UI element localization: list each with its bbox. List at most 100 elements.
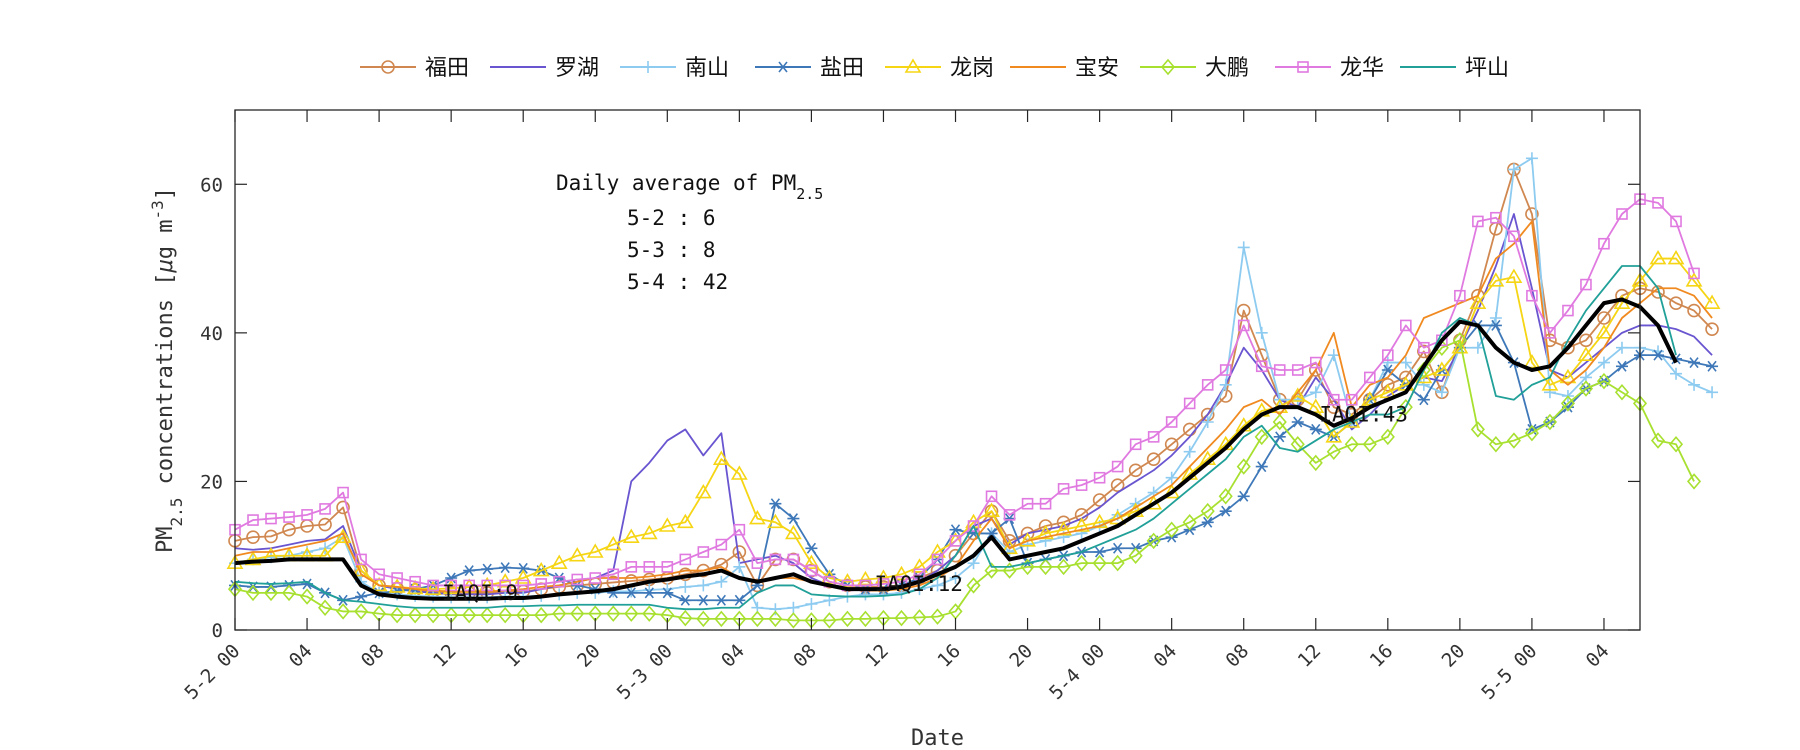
data-point-6-30 — [768, 610, 783, 628]
data-point-0-79 — [1651, 285, 1665, 299]
data-point-6-43 — [1002, 562, 1017, 579]
legend-label-宝安: 宝安 — [1075, 56, 1119, 81]
data-point-6-46 — [1056, 558, 1071, 576]
data-point-4-49 — [1109, 509, 1127, 525]
data-point-3-81 — [1688, 357, 1701, 369]
data-point-6-75 — [1578, 380, 1594, 397]
data-point-2-69 — [1471, 341, 1484, 354]
data-point-3-22 — [625, 587, 638, 599]
daily-average-5-3: 5-3 : 8 — [627, 238, 716, 262]
data-point-7-59 — [1291, 364, 1304, 376]
data-point-6-57 — [1254, 428, 1269, 446]
data-point-6-80 — [1668, 436, 1684, 453]
data-point-7-42 — [985, 490, 998, 503]
data-point-3-27 — [715, 594, 728, 606]
data-point-6-51 — [1146, 532, 1161, 550]
data-point-4-24 — [658, 517, 676, 532]
data-point-0-32 — [804, 563, 819, 578]
data-point-4-70 — [1487, 272, 1505, 287]
series-line-大鹏 — [234, 339, 1695, 622]
data-point-6-65 — [1398, 398, 1413, 416]
legend-item-龙华: 龙华 — [1275, 56, 1384, 81]
data-point-7-60 — [1309, 356, 1322, 369]
x-tick-label-20: 20 — [573, 640, 605, 672]
legend-marker-龙岗 — [904, 58, 922, 73]
data-point-7-75 — [1580, 278, 1592, 291]
data-point-0-52 — [1164, 437, 1179, 452]
data-point-3-16 — [517, 562, 530, 574]
data-point-7-16 — [517, 579, 530, 592]
data-point-4-82 — [1703, 294, 1721, 309]
legend-label-龙岗: 龙岗 — [950, 56, 994, 81]
data-point-7-80 — [1670, 215, 1682, 228]
daily-average-5-2: 5-2 : 6 — [627, 206, 716, 230]
data-point-4-75 — [1577, 346, 1595, 361]
data-point-2-76 — [1597, 356, 1610, 369]
data-point-6-45 — [1038, 558, 1053, 576]
data-point-7-43 — [1003, 509, 1016, 521]
data-point-7-68 — [1454, 289, 1466, 302]
data-point-3-31 — [787, 513, 800, 525]
data-point-7-25 — [679, 553, 692, 566]
data-point-2-66 — [1417, 378, 1430, 391]
data-point-7-77 — [1616, 208, 1628, 220]
data-point-7-18 — [553, 575, 566, 588]
data-point-2-64 — [1381, 356, 1394, 369]
x-tick-label-68: 20 — [1438, 640, 1470, 672]
data-point-6-29 — [750, 610, 765, 628]
data-point-2-27 — [715, 575, 728, 588]
legend-label-盐田: 盐田 — [820, 56, 864, 81]
data-point-7-40 — [949, 535, 962, 547]
x-tick-label-24: 5-3 00 — [613, 640, 677, 704]
data-point-7-66 — [1418, 341, 1430, 354]
data-point-7-74 — [1562, 304, 1574, 317]
data-point-4-67 — [1433, 361, 1451, 376]
data-point-7-51 — [1147, 431, 1160, 443]
data-point-4-12 — [442, 579, 460, 595]
y-tick-label-20: 20 — [200, 471, 223, 493]
data-point-6-23 — [642, 605, 657, 622]
x-tick-label-4: 04 — [285, 640, 317, 672]
legend-label-罗湖: 罗湖 — [555, 56, 599, 81]
data-point-4-37 — [893, 565, 910, 581]
data-point-6-35 — [858, 610, 873, 628]
legend-label-龙华: 龙华 — [1340, 56, 1384, 81]
data-point-4-45 — [1037, 524, 1054, 540]
data-point-6-15 — [498, 606, 513, 624]
data-point-6-18 — [552, 605, 567, 622]
daily-average-title: Daily average of PM2.5 — [556, 171, 823, 203]
x-tick-label-16: 16 — [501, 640, 533, 672]
legend-item-龙岗: 龙岗 — [885, 56, 994, 81]
iaqi-label-5-3: IAQI:12 — [874, 572, 963, 596]
data-point-6-69 — [1470, 421, 1485, 438]
data-point-0-64 — [1381, 378, 1395, 392]
data-point-6-2 — [263, 584, 279, 602]
x-tick-label-76: 04 — [1582, 640, 1614, 672]
data-point-4-35 — [857, 570, 874, 586]
data-point-2-54 — [1201, 416, 1214, 428]
data-point-2-32 — [805, 598, 818, 610]
daily-average-title-sub: 2.5 — [796, 185, 823, 203]
data-point-7-12 — [445, 579, 457, 592]
series-宝安 — [234, 220, 1713, 593]
data-point-0-40 — [948, 548, 963, 563]
data-point-7-7 — [355, 553, 367, 566]
data-point-7-21 — [607, 568, 620, 581]
data-point-4-29 — [748, 509, 766, 525]
data-point-7-79 — [1652, 197, 1664, 209]
data-point-2-41 — [967, 557, 980, 570]
data-point-3-66 — [1417, 394, 1430, 406]
y-tick-label-0: 0 — [212, 620, 223, 642]
data-point-7-3 — [283, 511, 295, 523]
legend-item-罗湖: 罗湖 — [490, 56, 599, 81]
data-point-6-56 — [1236, 458, 1251, 475]
data-point-4-16 — [514, 569, 532, 584]
y-title-pm-sub: 2.5 — [167, 498, 186, 527]
data-point-0-49 — [1110, 478, 1125, 492]
legend-item-南山: 南山 — [620, 56, 729, 81]
data-point-3-57 — [1255, 461, 1268, 473]
data-point-6-70 — [1488, 436, 1503, 453]
data-point-6-33 — [822, 612, 837, 629]
data-point-2-52 — [1165, 471, 1178, 484]
